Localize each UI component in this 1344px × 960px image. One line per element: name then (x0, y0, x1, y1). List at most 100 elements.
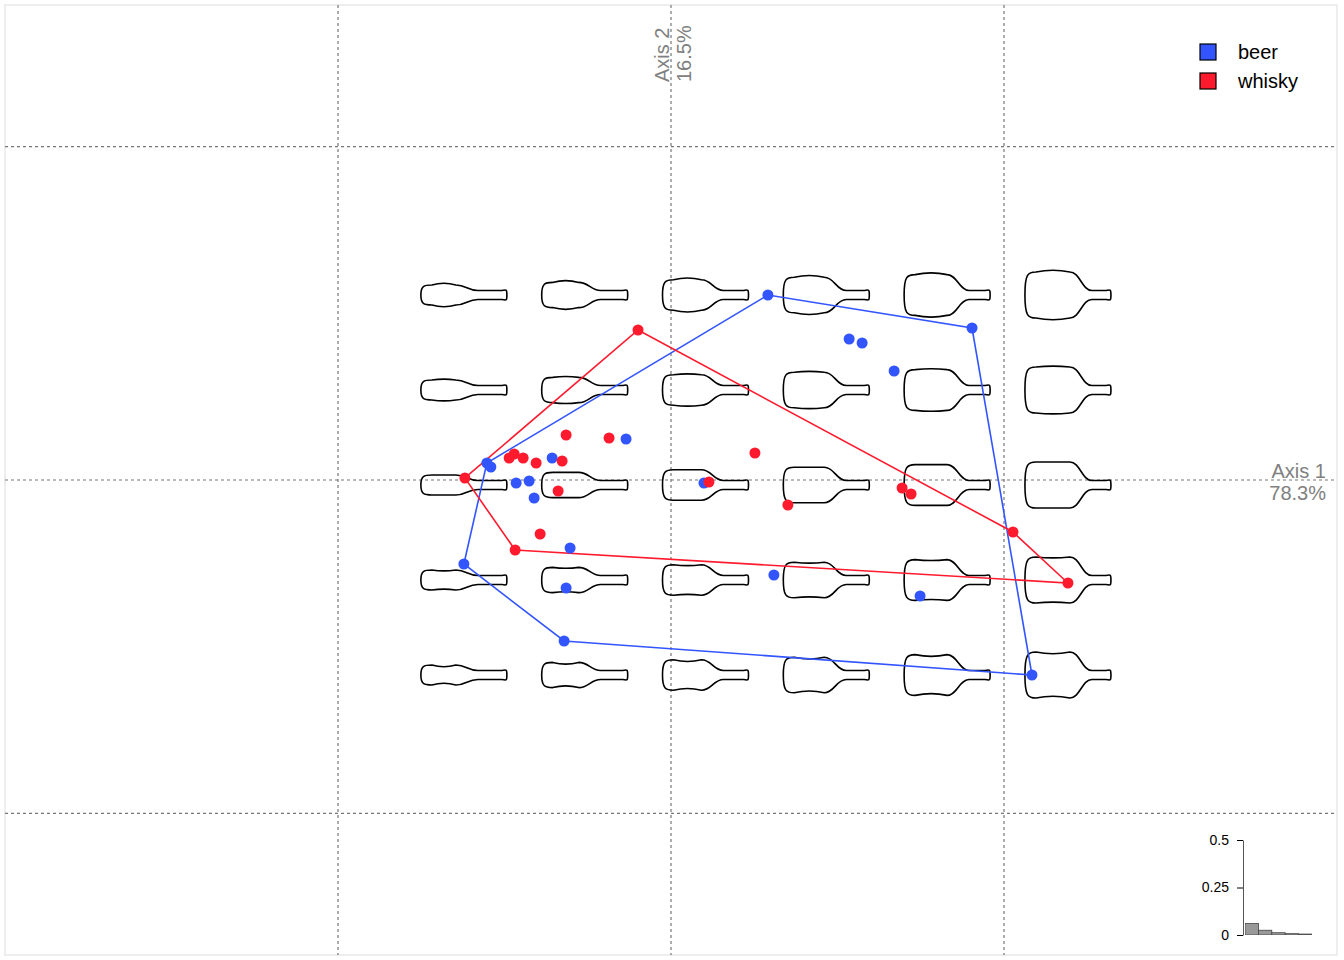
convex-hull (464, 295, 1032, 675)
morphospace-shape (904, 369, 990, 412)
legend-swatch (1200, 44, 1216, 60)
inset-bar (1245, 924, 1258, 935)
morphospace-shape (542, 472, 628, 497)
grid-line-y (5, 813, 1337, 814)
morphospace-shape (783, 467, 869, 503)
morphospace-shape (662, 470, 748, 500)
point (518, 453, 529, 464)
chart: Axis 178.3% Axis 216.5% beer whisky 0 0.25 0.5 (0, 0, 1344, 960)
convex-hull (465, 330, 1068, 583)
legend: beer whisky (1200, 41, 1298, 92)
y-axis-label: Axis 216.5% (651, 25, 695, 82)
morphospace-shape (542, 377, 628, 404)
morphospace (421, 270, 1111, 698)
y-axis-title: Axis 2 (651, 28, 673, 82)
point (703, 477, 714, 488)
morphospace-shape (662, 565, 748, 595)
point (510, 545, 521, 556)
inset-axis-line (1243, 841, 1244, 936)
morphospace-shape (421, 379, 507, 401)
point (459, 473, 470, 484)
point (749, 448, 760, 459)
inset-tick-mark (1237, 935, 1243, 936)
inset-tick-mark (1237, 840, 1243, 841)
point (557, 456, 568, 467)
point (561, 430, 572, 441)
point (511, 478, 522, 489)
point (531, 458, 542, 469)
morphospace-shape (904, 465, 990, 506)
series-points (459, 325, 1073, 589)
inset-tick: 0.5 (1210, 832, 1243, 848)
morphospace-shape (1025, 270, 1111, 320)
point (1007, 527, 1018, 538)
inset-tick-label: 0 (1221, 927, 1229, 943)
legend-label: beer (1238, 41, 1278, 63)
morphospace-shape (904, 655, 990, 696)
morphospace-shape (542, 662, 628, 687)
inset-bar (1258, 930, 1271, 935)
point (906, 489, 917, 500)
inset-y-axis: 0 0.25 0.5 (1202, 832, 1244, 943)
morphospace-shape (1025, 557, 1111, 603)
inset-tick: 0.25 (1202, 879, 1243, 895)
series-points (458, 290, 1037, 681)
morphospace-shape (662, 660, 748, 690)
point (559, 636, 570, 647)
morphospace-shape (421, 665, 507, 685)
x-axis-title: Axis 1 (1272, 460, 1326, 482)
morphospace-shape (783, 371, 869, 408)
morphospace-shape (1025, 366, 1111, 414)
x-axis-label: Axis 178.3% (1269, 460, 1326, 504)
point (1062, 578, 1073, 589)
point (782, 500, 793, 511)
point (504, 453, 515, 464)
inset-tick: 0 (1221, 927, 1243, 943)
morphospace-shape (662, 278, 748, 312)
point (547, 453, 558, 464)
point (535, 529, 546, 540)
point (633, 325, 644, 336)
point (768, 570, 779, 581)
plot-marks (458, 290, 1073, 681)
inset-bar (1272, 933, 1285, 935)
point (897, 483, 908, 494)
point (762, 290, 773, 301)
legend-swatch (1200, 73, 1216, 89)
inset-tick-mark (1237, 888, 1243, 889)
morphospace-shape (662, 374, 748, 406)
inset-tick-label: 0.25 (1202, 879, 1229, 895)
inset-bar (1285, 934, 1298, 935)
morphospace-shape (1025, 462, 1111, 508)
inset-bar (1299, 934, 1312, 935)
point (553, 486, 564, 497)
grid (5, 5, 1337, 955)
point (967, 323, 978, 334)
morphospace-shape (542, 281, 628, 310)
eigen-inset: 0 0.25 0.5 (1202, 832, 1312, 943)
point (561, 583, 572, 594)
point (889, 366, 900, 377)
morphospace-shape (1025, 652, 1111, 698)
point (915, 591, 926, 602)
point (458, 559, 469, 570)
morphospace-shape (904, 273, 990, 317)
inset-bars (1245, 924, 1312, 935)
point (1026, 670, 1037, 681)
legend-label: whisky (1237, 70, 1298, 92)
point (621, 434, 632, 445)
morphospace-shape (421, 283, 507, 307)
y-axis-title: 16.5% (673, 25, 695, 82)
inset-tick-label: 0.5 (1210, 832, 1230, 848)
morphospace-shape (542, 567, 628, 592)
point (604, 433, 615, 444)
grid-line-y (5, 146, 1337, 147)
point (524, 476, 535, 487)
point (844, 334, 855, 345)
point (565, 543, 576, 554)
point (529, 493, 540, 504)
x-axis-title: 78.3% (1269, 482, 1326, 504)
point (857, 338, 868, 349)
plot-frame (5, 5, 1337, 955)
grid-line-y (5, 479, 1337, 480)
